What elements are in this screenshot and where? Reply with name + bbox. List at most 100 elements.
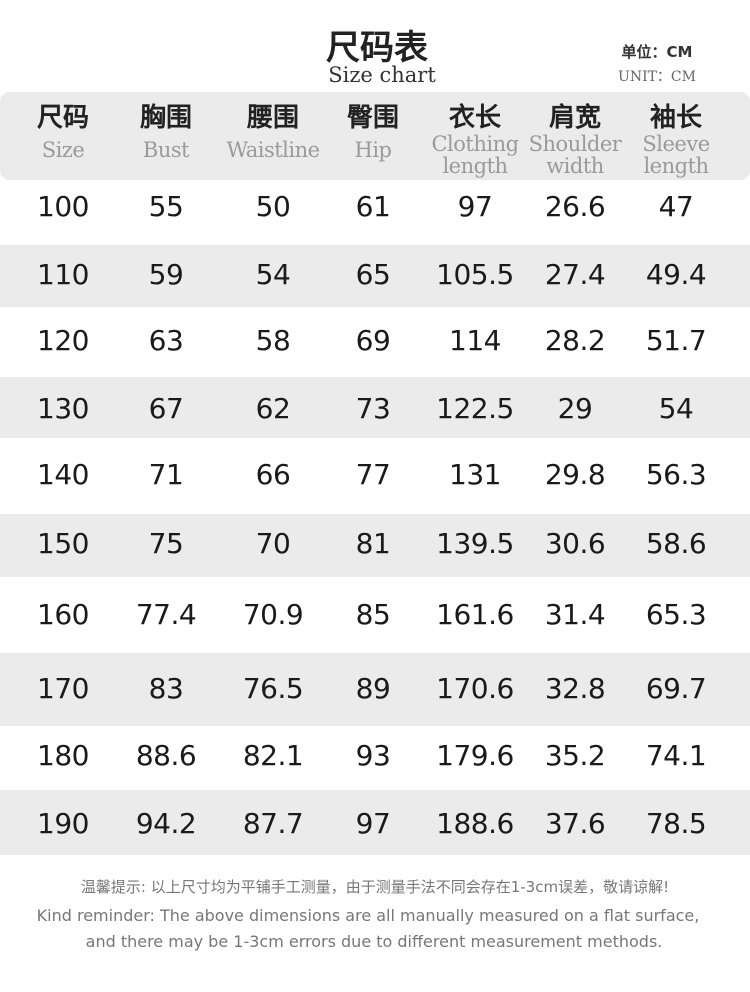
cell: 190 bbox=[37, 807, 89, 840]
cell: 65 bbox=[355, 258, 391, 291]
column-header-en: width bbox=[546, 154, 604, 178]
column-header-en: Waistline bbox=[226, 138, 320, 162]
cell: 73 bbox=[355, 392, 391, 425]
cell: 55 bbox=[148, 190, 184, 223]
subtitle: Size chart bbox=[328, 63, 436, 87]
cell: 61 bbox=[355, 190, 391, 223]
cell: 131 bbox=[449, 458, 501, 491]
footer-en: and there may be 1-3cm errors due to dif… bbox=[85, 932, 663, 951]
cell: 77.4 bbox=[135, 598, 197, 631]
column-header-en: Bust bbox=[142, 138, 190, 162]
cell: 71 bbox=[148, 458, 184, 491]
column-header-en: Shoulder bbox=[528, 132, 622, 156]
column-header-zh: 胸围 bbox=[139, 103, 193, 133]
column-header-zh: 袖长 bbox=[649, 103, 703, 133]
cell: 139.5 bbox=[436, 527, 514, 560]
cell: 58 bbox=[255, 324, 291, 357]
cell: 130 bbox=[37, 392, 89, 425]
footer-en: Kind reminder: The above dimensions are … bbox=[36, 906, 700, 925]
title: 尺码表 bbox=[326, 28, 428, 68]
cell: 69 bbox=[355, 324, 391, 357]
cell: 97 bbox=[355, 807, 391, 840]
cell: 94.2 bbox=[135, 807, 197, 840]
cell: 65.3 bbox=[645, 598, 707, 631]
cell: 97 bbox=[457, 190, 493, 223]
cell: 59 bbox=[148, 258, 184, 291]
cell: 50 bbox=[255, 190, 291, 223]
cell: 32.8 bbox=[544, 672, 606, 705]
cell: 63 bbox=[148, 324, 184, 357]
column-header-zh: 腰围 bbox=[246, 103, 300, 133]
cell: 56.3 bbox=[645, 458, 707, 491]
column-header-zh: 臀围 bbox=[346, 103, 400, 133]
cell: 66 bbox=[255, 458, 291, 491]
cell: 78.5 bbox=[645, 807, 707, 840]
cell: 51.7 bbox=[645, 324, 707, 357]
row-band bbox=[0, 653, 750, 726]
cell: 122.5 bbox=[436, 392, 514, 425]
header-band bbox=[0, 92, 750, 180]
cell: 114 bbox=[449, 324, 501, 357]
cell: 69.7 bbox=[645, 672, 707, 705]
cell: 140 bbox=[37, 458, 89, 491]
cell: 120 bbox=[37, 324, 89, 357]
cell: 110 bbox=[37, 258, 89, 291]
cell: 30.6 bbox=[544, 527, 606, 560]
cell: 67 bbox=[148, 392, 184, 425]
column-header-zh: 衣长 bbox=[448, 103, 502, 133]
cell: 179.6 bbox=[436, 739, 514, 772]
cell: 170.6 bbox=[436, 672, 514, 705]
cell: 37.6 bbox=[544, 807, 606, 840]
cell: 49.4 bbox=[645, 258, 707, 291]
cell: 47 bbox=[658, 190, 694, 223]
cell: 62 bbox=[255, 392, 291, 425]
column-header-en: Hip bbox=[354, 138, 392, 162]
cell: 54 bbox=[255, 258, 291, 291]
column-header-zh: 尺码 bbox=[36, 103, 90, 133]
cell: 81 bbox=[355, 527, 391, 560]
cell: 161.6 bbox=[436, 598, 514, 631]
cell: 83 bbox=[148, 672, 184, 705]
footer-zh: 温馨提示: 以上尺寸均为平铺手工测量，由于测量手法不同会存在1-3cm误差，敬请… bbox=[80, 878, 670, 896]
cell: 88.6 bbox=[135, 739, 197, 772]
cell: 29 bbox=[557, 392, 593, 425]
cell: 74.1 bbox=[645, 739, 707, 772]
cell: 170 bbox=[37, 672, 89, 705]
cell: 31.4 bbox=[544, 598, 606, 631]
column-header-en: Clothing bbox=[431, 132, 519, 156]
row-band bbox=[0, 377, 750, 438]
cell: 58.6 bbox=[645, 527, 707, 560]
column-header-en: length bbox=[442, 154, 508, 178]
cell: 89 bbox=[355, 672, 391, 705]
cell: 160 bbox=[37, 598, 89, 631]
row-band bbox=[0, 514, 750, 577]
cell: 100 bbox=[37, 190, 89, 223]
cell: 180 bbox=[37, 739, 89, 772]
column-header-en: Size bbox=[41, 138, 85, 162]
unit-en: UNIT：CM bbox=[618, 69, 696, 85]
cell: 35.2 bbox=[544, 739, 606, 772]
cell: 150 bbox=[37, 527, 89, 560]
cell: 188.6 bbox=[436, 807, 514, 840]
cell: 54 bbox=[658, 392, 694, 425]
cell: 29.8 bbox=[544, 458, 606, 491]
cell: 105.5 bbox=[436, 258, 514, 291]
cell: 28.2 bbox=[544, 324, 606, 357]
cell: 93 bbox=[355, 739, 391, 772]
cell: 77 bbox=[355, 458, 391, 491]
cell: 76.5 bbox=[242, 672, 304, 705]
cell: 75 bbox=[148, 527, 184, 560]
row-band bbox=[0, 790, 750, 855]
column-header-en: Sleeve bbox=[642, 132, 710, 156]
column-header-en: length bbox=[643, 154, 709, 178]
column-header-zh: 肩宽 bbox=[548, 103, 602, 133]
cell: 27.4 bbox=[544, 258, 606, 291]
unit-zh: 单位：CM bbox=[621, 43, 693, 61]
cell: 87.7 bbox=[242, 807, 304, 840]
row-band bbox=[0, 245, 750, 307]
cell: 26.6 bbox=[544, 190, 606, 223]
cell: 70 bbox=[255, 527, 291, 560]
cell: 85 bbox=[355, 598, 391, 631]
cell: 82.1 bbox=[242, 739, 304, 772]
